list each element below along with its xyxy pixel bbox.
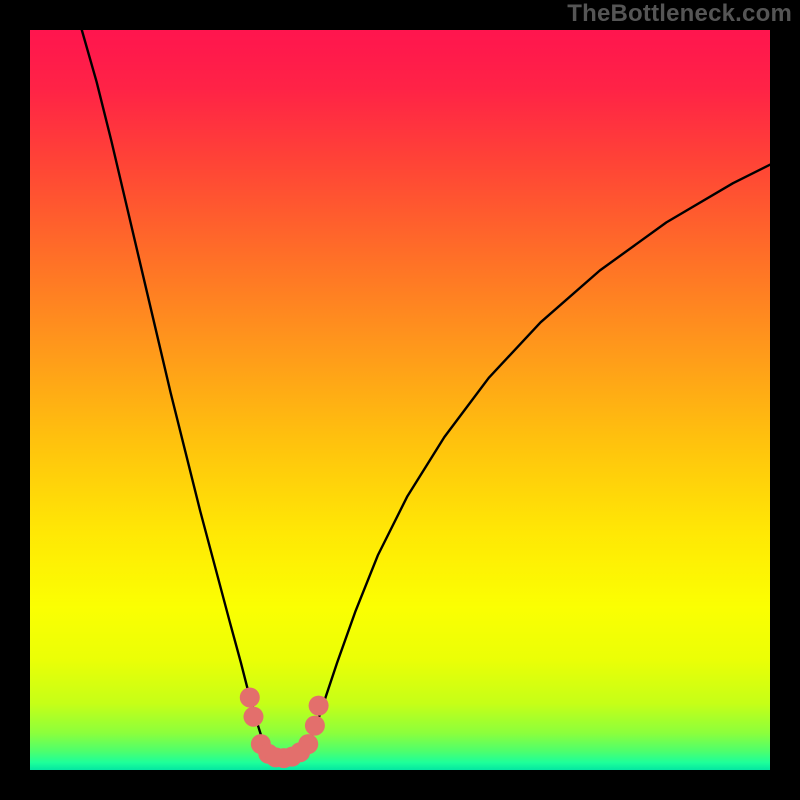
marker-dot (240, 687, 260, 707)
plot-background (30, 30, 770, 770)
watermark-label: TheBottleneck.com (567, 0, 792, 28)
marker-dot (305, 716, 325, 736)
chart-frame: TheBottleneck.com (0, 0, 800, 800)
marker-dot (243, 707, 263, 727)
marker-dot (298, 734, 318, 754)
bottleneck-chart (0, 0, 800, 800)
marker-dot (309, 696, 329, 716)
